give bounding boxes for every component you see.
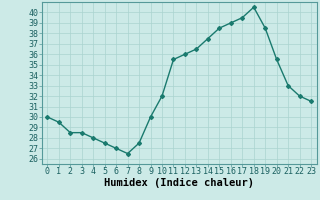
- X-axis label: Humidex (Indice chaleur): Humidex (Indice chaleur): [104, 178, 254, 188]
